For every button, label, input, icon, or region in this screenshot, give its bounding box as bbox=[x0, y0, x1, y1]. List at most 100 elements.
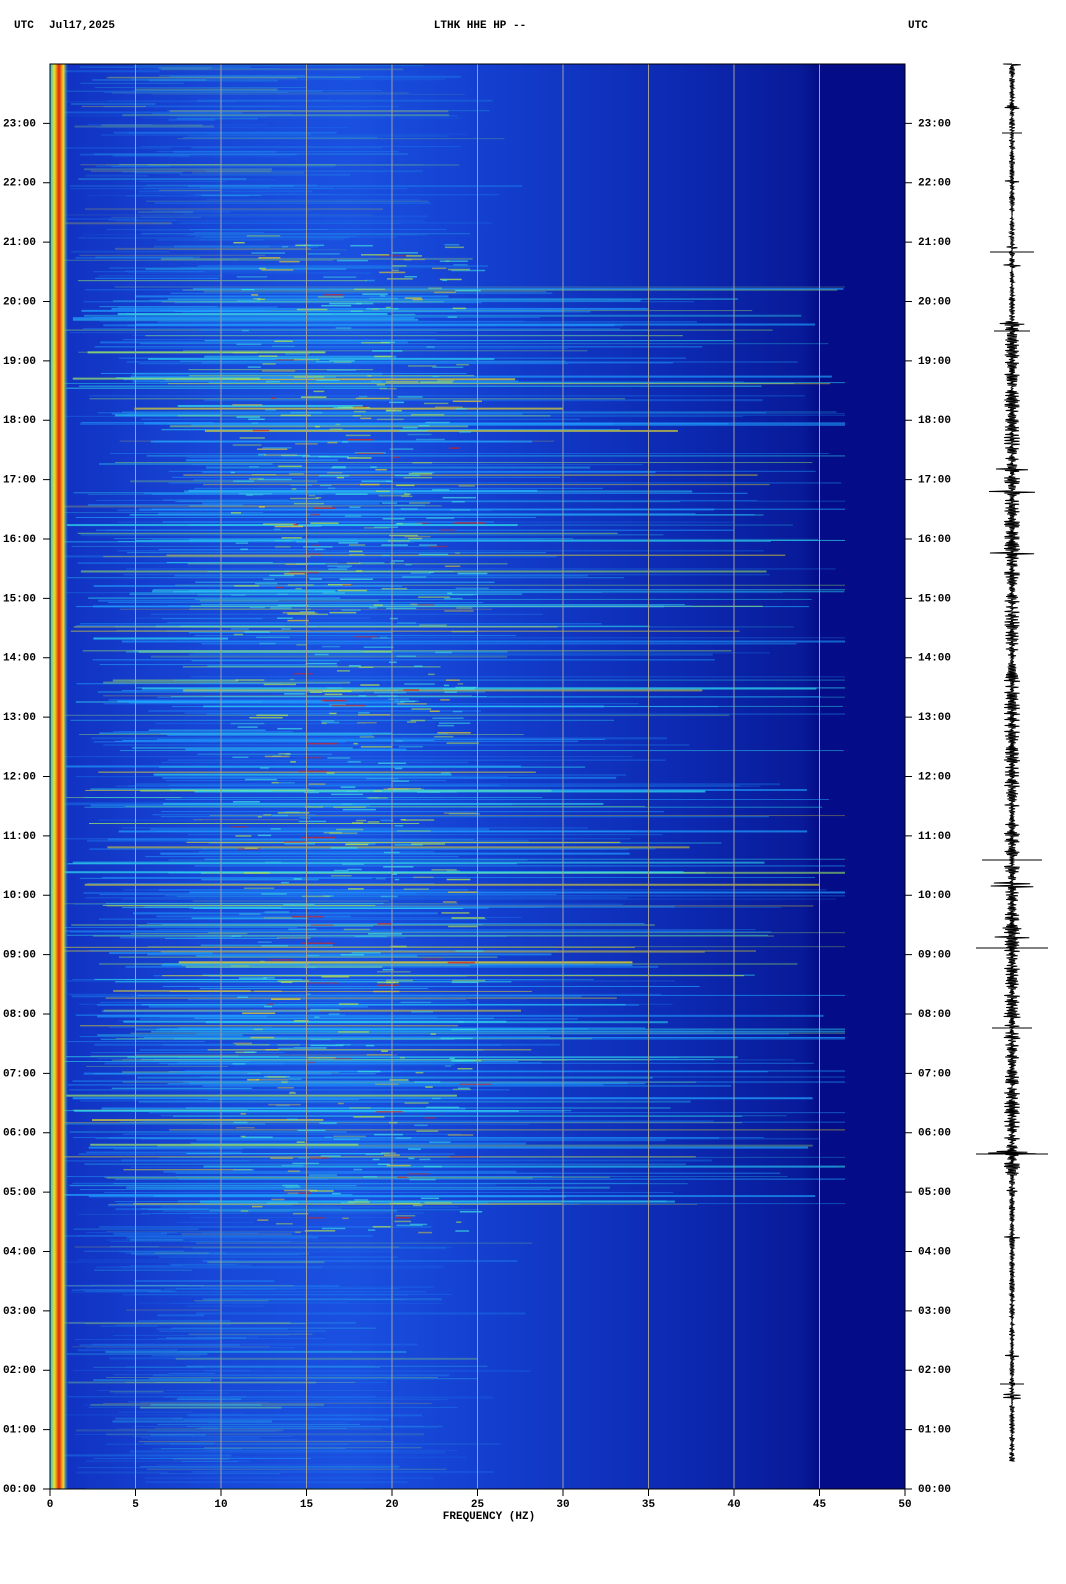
texture bbox=[251, 473, 277, 476]
texture bbox=[62, 1261, 283, 1263]
texture bbox=[207, 1098, 359, 1100]
texture bbox=[62, 70, 160, 73]
texture bbox=[379, 295, 386, 297]
texture bbox=[106, 164, 424, 166]
texture bbox=[437, 732, 471, 734]
texture bbox=[329, 428, 343, 431]
texture bbox=[257, 834, 272, 837]
texture bbox=[81, 1288, 297, 1290]
texture bbox=[414, 1124, 428, 1127]
texture bbox=[207, 1261, 325, 1264]
texture bbox=[90, 1143, 359, 1146]
texture bbox=[428, 287, 442, 290]
texture bbox=[423, 402, 449, 405]
texture bbox=[381, 1050, 388, 1052]
texture bbox=[230, 965, 249, 967]
texture bbox=[85, 289, 309, 291]
texture bbox=[308, 742, 338, 745]
texture bbox=[115, 219, 425, 222]
texture bbox=[308, 783, 326, 785]
texture bbox=[90, 1055, 239, 1057]
texture bbox=[199, 1200, 675, 1203]
texture bbox=[403, 819, 435, 821]
texture bbox=[151, 1031, 846, 1033]
texture bbox=[160, 1206, 459, 1209]
texture bbox=[76, 683, 282, 685]
texture bbox=[403, 258, 412, 261]
texture bbox=[95, 529, 735, 531]
texture bbox=[66, 934, 769, 936]
texture bbox=[293, 523, 299, 526]
texture bbox=[134, 407, 564, 410]
texture bbox=[148, 1430, 277, 1432]
texture bbox=[166, 554, 786, 556]
texture bbox=[156, 151, 399, 153]
texture bbox=[127, 413, 845, 415]
texture bbox=[424, 1117, 436, 1119]
texture bbox=[83, 168, 273, 171]
texture bbox=[390, 788, 424, 791]
texture bbox=[198, 239, 343, 241]
texture bbox=[285, 1186, 301, 1188]
texture bbox=[87, 883, 435, 885]
texture bbox=[84, 806, 823, 808]
texture bbox=[121, 640, 846, 643]
texture bbox=[161, 429, 620, 431]
texture bbox=[452, 307, 467, 310]
texture bbox=[188, 839, 474, 841]
texture bbox=[326, 687, 343, 689]
texture bbox=[388, 1121, 398, 1124]
texture bbox=[306, 993, 311, 995]
texture bbox=[351, 952, 381, 954]
texture bbox=[157, 239, 264, 241]
texture bbox=[394, 878, 400, 881]
texture bbox=[404, 493, 411, 495]
texture bbox=[457, 1087, 470, 1090]
texture bbox=[251, 294, 259, 296]
texture bbox=[158, 1256, 398, 1259]
texture bbox=[308, 494, 316, 497]
texture bbox=[118, 1411, 193, 1413]
texture bbox=[137, 925, 374, 927]
texture bbox=[175, 501, 680, 503]
texture bbox=[347, 868, 362, 871]
texture bbox=[117, 550, 764, 552]
texture bbox=[372, 1158, 380, 1161]
texture bbox=[144, 1477, 434, 1479]
texture bbox=[167, 1083, 646, 1085]
y-tick-label-right: 06:00 bbox=[918, 1128, 951, 1140]
texture bbox=[337, 1102, 344, 1105]
texture bbox=[125, 1381, 356, 1383]
texture bbox=[167, 759, 666, 761]
texture bbox=[167, 622, 393, 624]
texture bbox=[278, 781, 295, 784]
texture bbox=[278, 465, 302, 468]
texture bbox=[167, 423, 729, 425]
texture bbox=[150, 655, 508, 658]
texture bbox=[96, 127, 351, 129]
texture bbox=[81, 106, 147, 108]
texture bbox=[410, 719, 425, 722]
texture bbox=[232, 1063, 246, 1065]
texture bbox=[172, 1264, 234, 1266]
y-tick-label-right: 21:00 bbox=[918, 237, 951, 249]
texture bbox=[75, 1014, 345, 1016]
texture bbox=[321, 304, 352, 307]
texture bbox=[90, 1403, 325, 1406]
texture bbox=[140, 1406, 282, 1409]
texture bbox=[136, 1186, 295, 1189]
texture bbox=[240, 1113, 246, 1115]
texture bbox=[284, 570, 291, 573]
texture bbox=[439, 278, 462, 281]
texture bbox=[130, 591, 603, 593]
texture bbox=[285, 753, 291, 755]
texture bbox=[328, 703, 346, 706]
texture bbox=[455, 950, 484, 952]
texture bbox=[399, 1056, 405, 1059]
texture bbox=[451, 1028, 477, 1031]
texture bbox=[92, 78, 207, 81]
texture bbox=[322, 690, 352, 692]
texture bbox=[321, 722, 327, 725]
texture bbox=[88, 504, 243, 507]
texture bbox=[247, 366, 261, 368]
